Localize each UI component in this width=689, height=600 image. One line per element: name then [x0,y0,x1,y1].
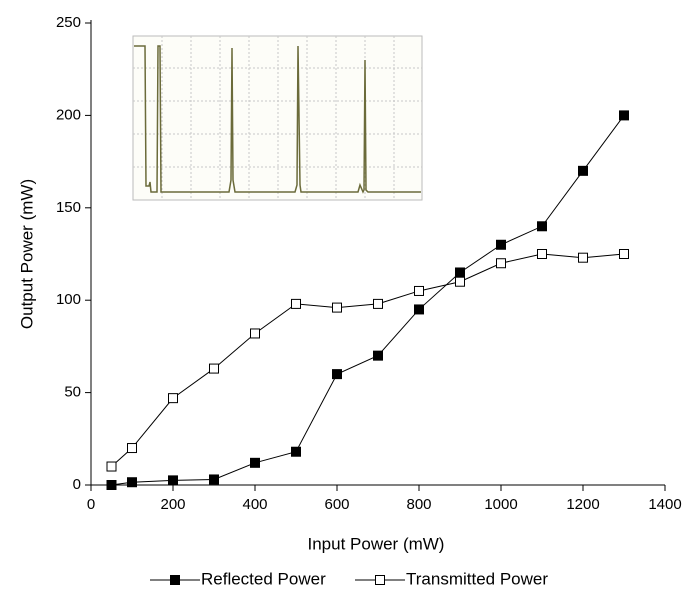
marker [455,276,465,287]
y-tick-label: 0 [73,476,81,493]
y-tick-label: 200 [56,106,81,123]
y-tick-label: 250 [56,14,81,31]
marker [578,252,588,263]
inset-trace [134,45,421,194]
marker [127,477,137,488]
y-axis-label: Output Power (mW) [17,179,36,329]
marker [209,363,219,374]
marker [332,369,342,380]
marker [537,221,547,232]
x-tick-label: 200 [160,496,185,513]
marker [106,461,117,472]
marker [414,285,424,296]
marker [578,165,588,176]
x-tick-label: 0 [87,496,95,513]
x-tick-label: 600 [324,496,349,513]
marker [537,249,547,259]
marker [168,393,178,404]
marker [496,239,506,250]
marker [619,110,629,121]
marker [250,457,260,468]
x-axis-label: Input Power (mW) [308,534,445,553]
marker [250,328,260,339]
x-tick-label: 1000 [484,496,517,513]
x-tick-label: 1200 [566,496,599,513]
legend-label: Transmitted Power [406,569,548,588]
inset-scope [132,35,423,201]
marker [127,443,137,454]
marker [209,474,219,485]
legend-label: Reflected Power [201,569,326,588]
marker [373,350,383,361]
inset-grid [133,36,422,200]
marker [496,258,506,269]
y-tick-label: 100 [56,291,81,308]
marker [455,267,465,278]
x-tick-label: 400 [242,496,267,513]
marker [291,446,301,457]
x-tick-label: 1400 [648,496,681,513]
series-line [111,253,625,467]
y-tick-label: 150 [56,199,81,216]
marker [414,304,424,315]
marker [168,475,178,486]
y-tick-label: 50 [64,384,81,401]
marker [291,298,301,309]
legend-marker [375,575,385,585]
marker [106,480,117,490]
series-line [111,115,625,486]
x-tick-label: 800 [406,496,431,513]
marker [332,302,342,313]
marker [373,298,383,309]
marker [619,249,629,259]
legend-marker [170,575,180,585]
